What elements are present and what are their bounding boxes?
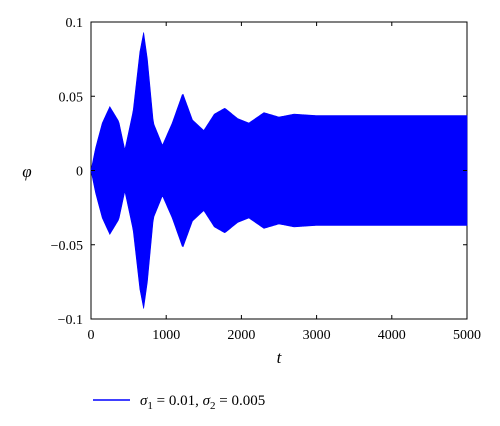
y-tick-label: 0.1 (66, 16, 84, 31)
x-tick-label: 4000 (378, 328, 406, 343)
series-1-oscillation-band (90, 32, 468, 309)
y-axis-ticks: 0.1 0.05 0 −0.05 −0.1 (51, 16, 467, 328)
x-tick-label: 3000 (303, 328, 331, 343)
x-axis-ticks: 0 1000 2000 3000 4000 5000 (88, 22, 481, 343)
legend: σ1 = 0.01, σ2 = 0.005 (93, 393, 265, 412)
x-tick-label: 2000 (227, 328, 255, 343)
legend-label-series-1: σ1 = 0.01, σ2 = 0.005 (140, 393, 265, 412)
y-axis-label: φ (22, 162, 31, 181)
y-tick-label: 0 (76, 165, 83, 180)
y-tick-label: −0.05 (51, 239, 83, 254)
y-tick-label: −0.1 (58, 313, 83, 328)
x-tick-label: 5000 (453, 328, 481, 343)
x-tick-label: 1000 (152, 328, 180, 343)
y-tick-label: 0.05 (59, 90, 84, 105)
x-tick-label: 0 (88, 328, 95, 343)
series-group (90, 32, 468, 309)
x-axis-label: t (277, 348, 283, 367)
